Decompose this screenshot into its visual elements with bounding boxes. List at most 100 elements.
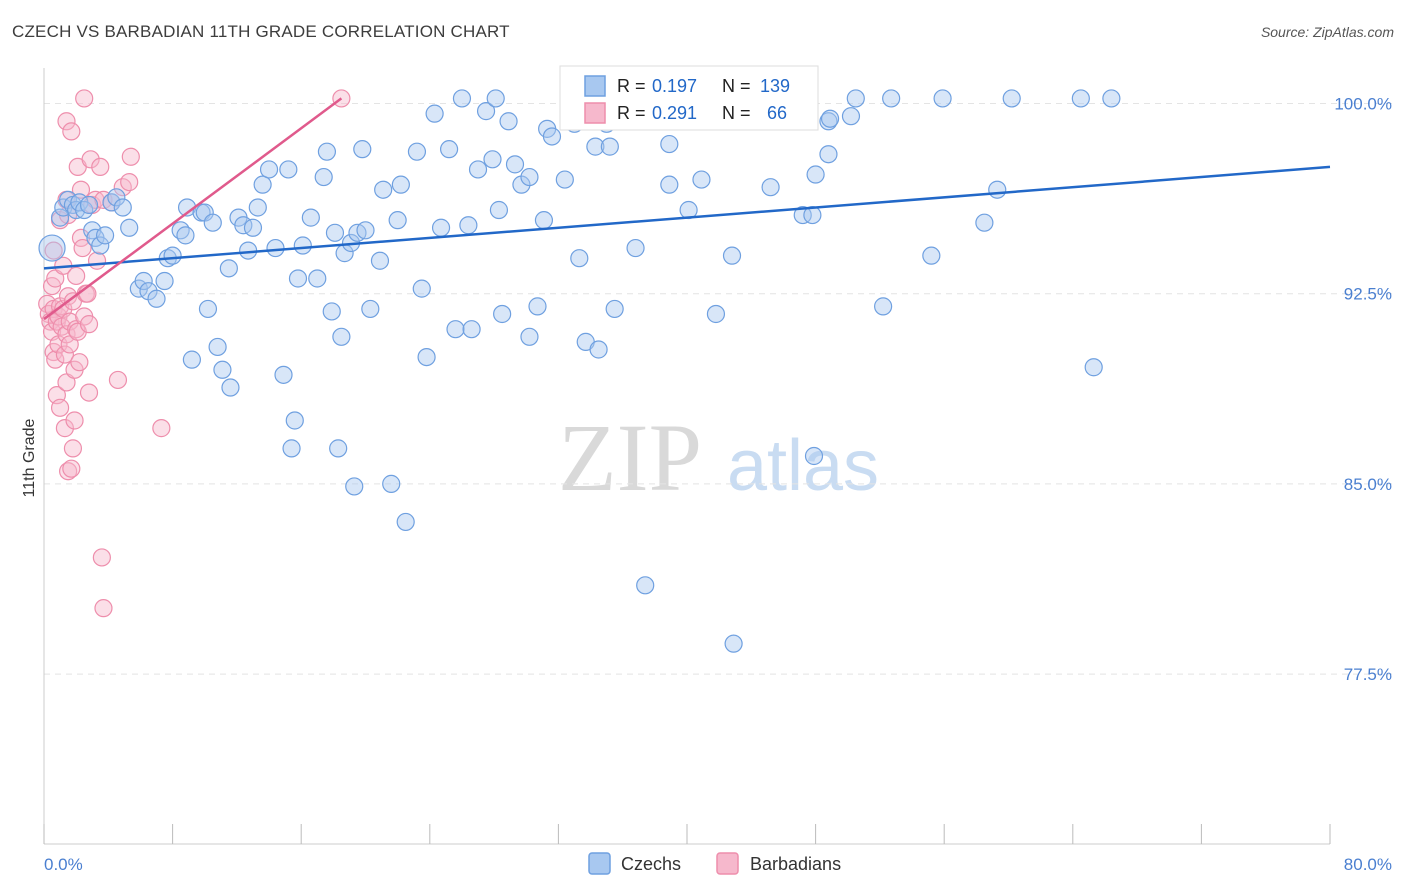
czech-point [219,259,238,278]
czech-point [975,213,994,232]
czech-point [163,246,182,265]
czech-point [329,439,348,458]
x-tick-label-max: 80.0% [1344,855,1392,874]
legend-swatch-czech [584,75,606,97]
barbadian-point [57,112,76,131]
czech-point [459,216,478,235]
czech-point [468,160,488,179]
czech-point [102,193,121,212]
czech-points [38,89,1121,653]
watermark-zip: ZIP [558,404,702,511]
czech-point [50,208,70,227]
czech-point [203,213,222,232]
barbadian-point [46,350,65,369]
czech-point [407,142,427,161]
czech-point [301,208,320,227]
stats-legend: R = 0.197 N = 139 R = 0.291 N = 66 [559,65,819,131]
barbadian-point [108,370,128,390]
czech-point [692,170,711,189]
czech-point [804,446,824,466]
bottom-legend-swatch-czech [588,852,611,875]
watermark-atlas: atlas [727,426,879,506]
czech-point [446,320,465,339]
czech-point [396,512,415,532]
czech-point [176,226,195,245]
legend-barbadian-r-value: 0.291 [652,103,697,123]
czech-point [213,360,232,379]
czech-point [499,112,518,131]
legend-czech-r-value: 0.197 [652,76,697,96]
czech-point [107,188,126,207]
y-tick-labels: 77.5% 85.0% 92.5% 100.0% [1334,95,1392,685]
barbadian-point [120,173,139,192]
czech-point [589,340,608,359]
czech-point [374,180,393,199]
czech-point [317,142,337,161]
axes [43,68,1331,845]
barbadian-trend-line [43,97,343,321]
czech-point [841,107,861,126]
czech-point [586,137,605,156]
czech-point [570,249,589,268]
czech-point [761,178,780,197]
legend-czech-n-value: 139 [760,76,790,96]
czech-point [933,89,952,108]
czech-point [259,160,279,179]
barbadian-point [70,353,89,372]
czech-point [208,337,227,357]
barbadian-point [62,122,81,141]
legend-swatch-barbadian [584,102,606,124]
czech-point [198,299,218,319]
czech-point [988,180,1007,199]
source-credit: Source: ZipAtlas.com [1260,24,1394,40]
barbadian-point [55,419,74,438]
czech-point [660,175,679,194]
legend-czech-n-label: N = [722,76,756,96]
czech-point [274,365,293,384]
barbadian-point [152,419,171,438]
czech-point [322,302,341,321]
czech-point [417,347,436,367]
gridlines [44,103,1392,675]
czech-point [706,304,726,324]
y-axis-title: 11th Grade [21,418,38,497]
czech-point [425,104,444,123]
czech-point [412,279,431,298]
chart-title: CZECH VS BARBADIAN 11TH GRADE CORRELATIO… [12,22,510,41]
czech-point [1102,89,1121,108]
czech-point [462,320,481,339]
barbadian-point [67,266,86,286]
czech-point [431,218,451,237]
czech-point [542,127,562,146]
barbadian-point [94,599,113,618]
barbadian-point [50,398,70,417]
bottom-legend-swatch-barbadian [716,852,739,875]
czech-point [391,175,410,194]
barbadian-point [75,89,94,108]
czech-point [922,246,941,265]
czech-point [874,297,893,316]
barbadian-point [44,241,63,260]
czech-point [534,211,554,230]
czech-point [555,170,574,189]
czech-trend-line [43,165,1331,270]
czech-point [724,634,743,653]
barbadian-point [79,383,99,402]
czech-point [120,218,139,237]
czech-point [382,474,401,493]
legend-barbadian-n-label: N = [722,103,756,123]
barbadian-point [91,157,110,177]
czech-point [288,269,308,288]
czech-point [505,155,525,174]
czech-point [248,198,267,217]
czech-point [314,167,333,187]
czech-point [91,236,110,255]
barbadian-point [79,315,99,334]
czech-point [846,89,865,108]
czech-point [660,134,679,154]
czech-point [722,246,742,265]
czech-point [1071,89,1090,108]
czech-point [171,221,190,240]
czech-point [806,165,825,184]
